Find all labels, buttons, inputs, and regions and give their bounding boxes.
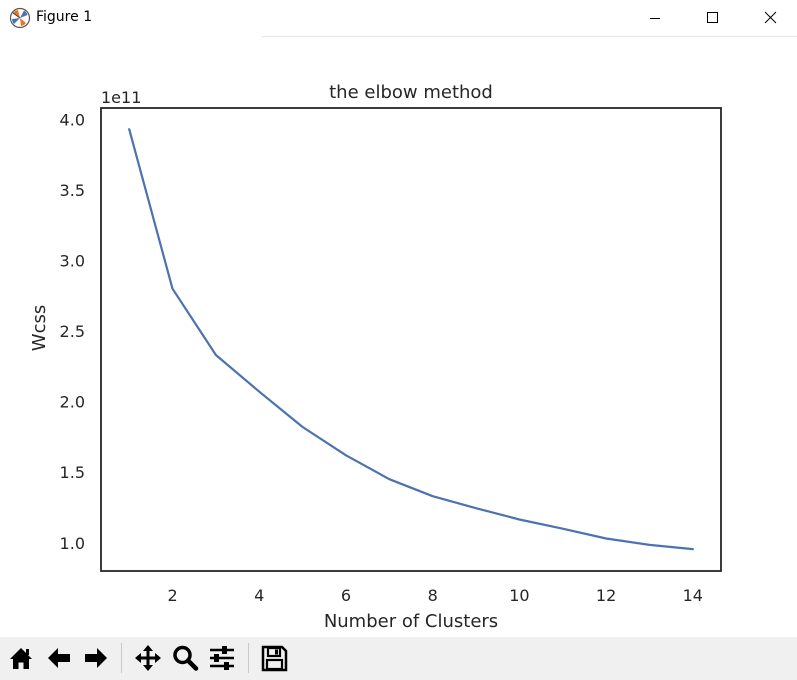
save-icon[interactable] bbox=[259, 643, 289, 673]
axes-frame bbox=[100, 107, 722, 572]
back-icon[interactable] bbox=[44, 643, 74, 673]
x-tick-label: 10 bbox=[509, 586, 529, 605]
minimize-button[interactable] bbox=[632, 0, 678, 36]
y-tick-label: 3.5 bbox=[60, 181, 85, 200]
y-tick-label: 2.5 bbox=[60, 322, 85, 341]
y-tick-label: 4.0 bbox=[60, 110, 85, 129]
y-tick-label: 3.0 bbox=[60, 251, 85, 270]
figure-canvas[interactable]: 2 4 6 8 10 12 14 1.0 1.5 2.0 2.5 3.0 3.5 4.0 the elb… bbox=[0, 37, 797, 637]
x-axis-label: Number of Clusters bbox=[324, 611, 498, 632]
maximize-button[interactable] bbox=[689, 0, 735, 36]
y-tick-label: 2.0 bbox=[60, 393, 85, 412]
forward-icon[interactable] bbox=[81, 643, 111, 673]
window-title: Figure 1 bbox=[36, 9, 93, 25]
close-button[interactable] bbox=[747, 0, 793, 36]
x-tick-label: 12 bbox=[596, 586, 616, 605]
y-axis-label: Wcss bbox=[29, 305, 50, 351]
zoom-icon[interactable] bbox=[170, 643, 200, 673]
chart-title: the elbow method bbox=[329, 82, 493, 103]
title-bar: Figure 1 bbox=[0, 0, 797, 37]
series-line bbox=[128, 128, 694, 551]
x-tick-label: 8 bbox=[428, 586, 438, 605]
toolbar-separator bbox=[121, 643, 122, 673]
x-tick-label: 14 bbox=[683, 586, 703, 605]
x-tick-label: 2 bbox=[167, 586, 177, 605]
toolbar-separator bbox=[248, 643, 249, 673]
navigation-toolbar bbox=[0, 637, 797, 680]
y-axis-offset-text: 1e11 bbox=[101, 88, 141, 107]
matplotlib-logo-icon bbox=[9, 7, 31, 29]
y-tick-label: 1.5 bbox=[60, 463, 85, 482]
y-tick-label: 1.0 bbox=[60, 534, 85, 553]
x-tick-label: 6 bbox=[341, 586, 351, 605]
x-tick-label: 4 bbox=[254, 586, 264, 605]
chart: 2 4 6 8 10 12 14 1.0 1.5 2.0 2.5 3.0 3.5 4.0 the elb… bbox=[29, 82, 722, 632]
pan-icon[interactable] bbox=[133, 643, 163, 673]
configure-subplots-icon[interactable] bbox=[207, 643, 237, 673]
home-icon[interactable] bbox=[6, 643, 36, 673]
title-bar-divider bbox=[262, 36, 797, 37]
